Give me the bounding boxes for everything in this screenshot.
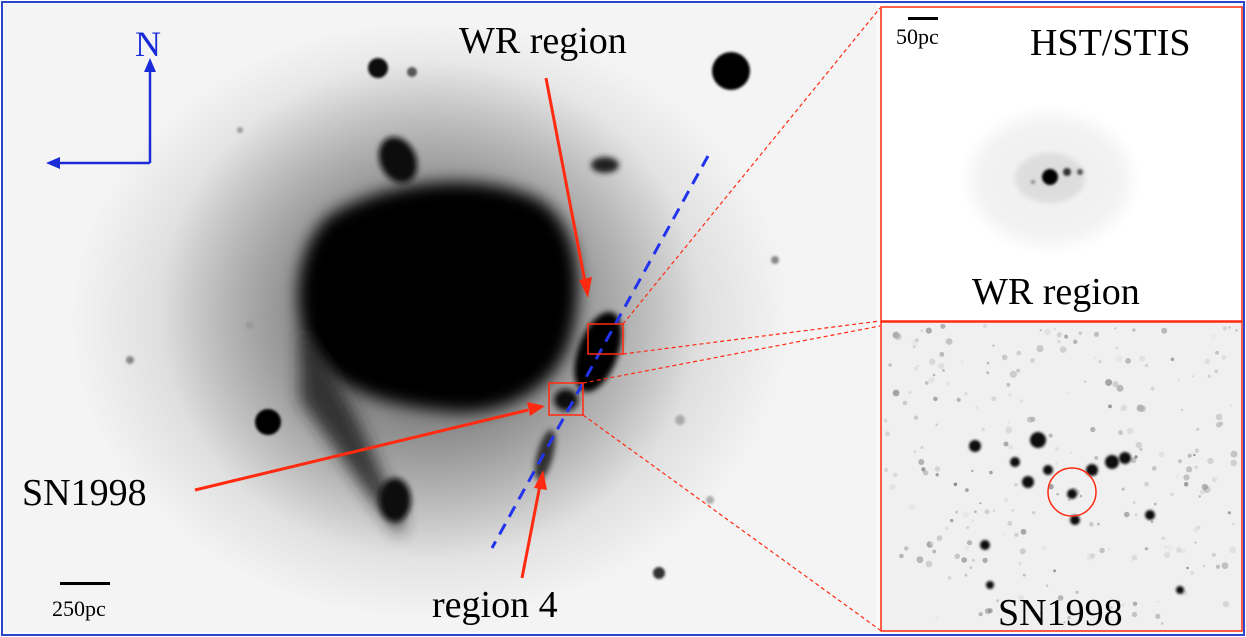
wr-region-label: WR region	[459, 20, 627, 62]
inset-bottom-image	[883, 324, 1238, 625]
compass-arrows	[46, 58, 156, 169]
sn1998-circle	[1047, 467, 1097, 517]
main-scale-bar	[60, 582, 110, 585]
inset-top-scale-bar	[908, 17, 938, 20]
annotation-arrows	[194, 77, 592, 579]
sn1998-box	[548, 382, 584, 416]
inset-bottom-frame	[880, 321, 1243, 632]
region4-label: region 4	[432, 584, 558, 626]
inset-top-image	[970, 115, 1130, 245]
main-scale-label: 250pc	[52, 596, 106, 621]
sn1998-label: SN1998	[22, 472, 147, 514]
inset-top-caption: WR region	[972, 271, 1140, 313]
wr-region-box	[587, 323, 624, 355]
galaxy-core	[298, 182, 578, 412]
north-label: N	[135, 24, 161, 64]
inset-bottom-caption: SN1998	[998, 592, 1123, 634]
main-galaxy-image	[4, 4, 876, 632]
inset-connectors	[582, 7, 881, 631]
slit-line	[490, 155, 710, 549]
instrument-label: HST/STIS	[1030, 22, 1191, 64]
inset-top-scale-label: 50pc	[896, 24, 939, 49]
